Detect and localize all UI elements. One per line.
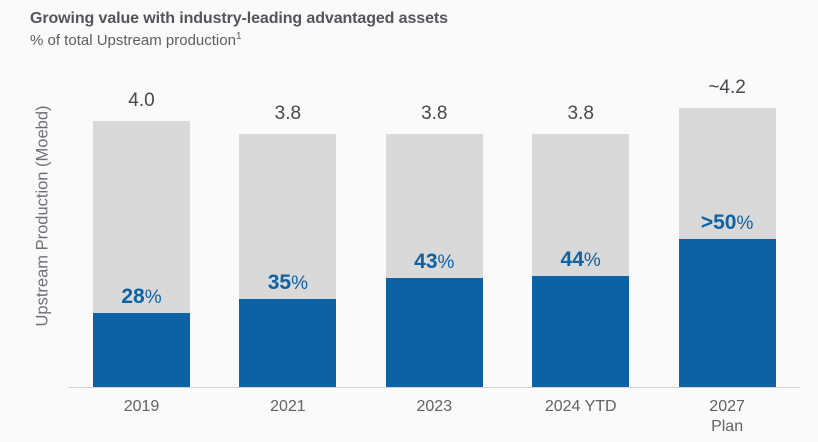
bar-group: 3.8 35% 2021 [239,0,337,442]
bar-group: 3.8 43% 2023 [385,0,483,442]
chart-subtitle: % of total Upstream production1 [30,31,242,49]
stacked-bar[interactable]: 44% [532,134,630,387]
x-tick-label: 2019 [93,397,190,417]
pct-value: 43 [414,250,438,274]
bar-segment-advantaged[interactable] [239,298,337,387]
bar-segment-advantaged[interactable] [385,278,483,387]
bar-segment-advantaged[interactable] [93,312,190,387]
x-tick-line1: 2021 [270,398,306,415]
bar-group: ~4.2 >50% 2027 Plan [678,0,776,442]
x-tick-line1: 2019 [123,398,160,415]
x-tick-label: 2024 YTD [532,397,629,417]
bar-total-label: 3.8 [567,103,594,125]
chart-subtitle-text: % of total Upstream production [30,32,236,49]
bar-segment-advantaged[interactable] [532,275,630,387]
pct-value: 28 [121,284,145,308]
stacked-bar[interactable]: 28% [93,121,190,387]
pct-value: 35 [267,270,292,294]
bar-group: 4.0 28% 2019 [93,0,190,442]
bar-advantaged-pct-label: >50% [679,211,776,235]
bar-group: 3.8 44% 2024 YTD [532,0,630,442]
stacked-bar[interactable]: 35% [239,134,337,387]
bar-total-label: 3.8 [421,103,448,125]
bar-total-label: 4.0 [128,90,155,111]
percent-sign: % [291,272,309,294]
bar-advantaged-pct-label: 28% [93,285,190,309]
bar-segment-advantaged[interactable] [678,238,776,387]
x-tick-label: 2027 Plan [679,397,776,437]
chart-title: Growing value with industry-leading adva… [30,10,448,27]
x-tick-line1: 2023 [416,398,453,415]
footnote-marker: 1 [235,31,242,42]
pct-value: 44 [560,247,584,271]
percent-sign: % [583,249,601,271]
percent-sign: % [736,213,754,235]
bar-advantaged-pct-label: 43% [386,250,483,274]
bar-advantaged-pct-label: 44% [532,248,629,272]
percent-sign: % [144,286,162,308]
x-tick-label: 2023 [386,397,483,417]
x-axis-line [68,387,800,388]
percent-sign: % [437,252,455,274]
x-tick-line1: 2024 YTD [544,398,617,415]
stacked-bar[interactable]: >50% [678,107,776,387]
bar-total-label: 3.8 [274,103,302,125]
pct-value: >50 [700,211,737,235]
x-tick-label: 2021 [239,397,336,417]
bar-advantaged-pct-label: 35% [239,271,336,295]
stacked-bar[interactable]: 43% [385,134,483,387]
x-tick-line1: 2027 [709,398,745,415]
bar-total-label: ~4.2 [708,76,746,98]
x-tick-line2: Plan [711,418,744,435]
